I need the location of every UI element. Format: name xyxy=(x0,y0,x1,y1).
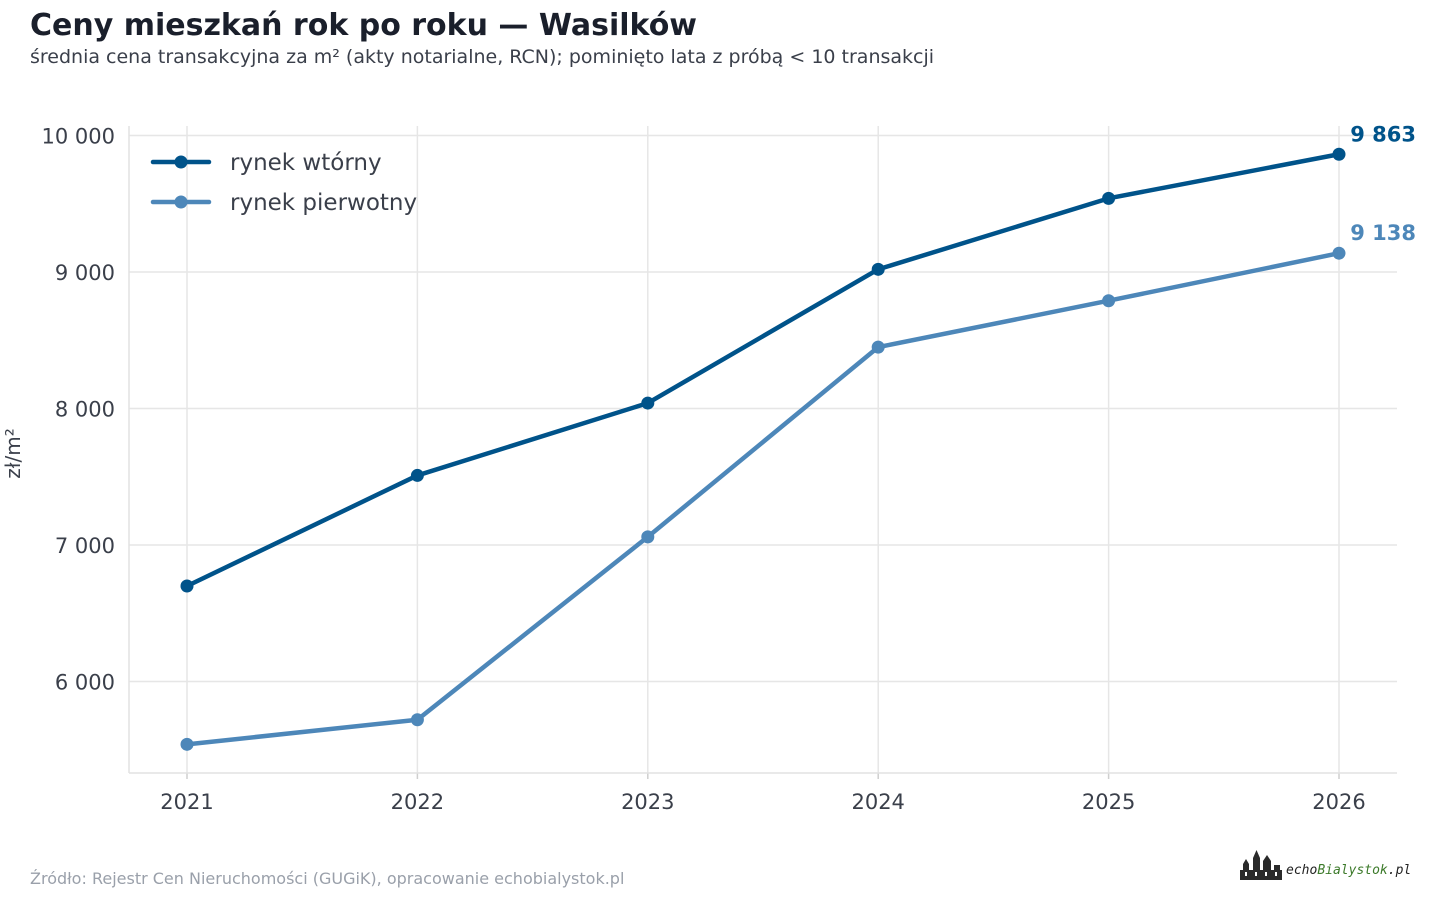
source-note: Źródło: Rejestr Cen Nieruchomości (GUGiK… xyxy=(30,869,625,888)
legend-label: rynek wtórny xyxy=(230,150,382,176)
end-value-label: 9 138 xyxy=(1350,221,1416,245)
legend-label: rynek pierwotny xyxy=(230,190,417,216)
chart-subtitle: średnia cena transakcyjna za m² (akty no… xyxy=(30,46,935,68)
y-tick-label: 6 000 xyxy=(55,671,115,695)
x-tick-label: 2025 xyxy=(1082,790,1135,814)
data-point xyxy=(1102,191,1116,205)
x-tick-label: 2024 xyxy=(851,790,904,814)
y-tick-label: 8 000 xyxy=(55,398,115,422)
y-axis-title: zł/m² xyxy=(1,428,25,478)
data-point xyxy=(1102,294,1116,308)
series-line-0 xyxy=(184,152,1342,589)
x-tick-label: 2021 xyxy=(160,790,213,814)
x-tick-label: 2023 xyxy=(621,790,674,814)
legend-swatch-marker xyxy=(174,155,188,169)
echobialystok-logo: echoBialystok.pl xyxy=(1238,848,1411,882)
data-point xyxy=(871,262,885,276)
data-point xyxy=(641,530,655,544)
data-point xyxy=(871,340,885,354)
data-point xyxy=(1332,246,1346,260)
series-line-1 xyxy=(184,250,1342,747)
y-tick-label: 10 000 xyxy=(42,125,115,149)
y-tick-label: 7 000 xyxy=(55,534,115,558)
city-skyline-icon xyxy=(1240,850,1282,880)
data-point xyxy=(1332,147,1346,161)
data-point xyxy=(410,713,424,727)
x-tick-label: 2026 xyxy=(1312,790,1365,814)
data-point xyxy=(410,468,424,482)
data-point xyxy=(180,737,194,751)
legend-swatch-marker xyxy=(174,195,188,209)
y-tick-label: 9 000 xyxy=(55,261,115,285)
logo-text: echoBialystok.pl xyxy=(1286,863,1412,878)
data-point xyxy=(641,396,655,410)
data-point xyxy=(180,579,194,593)
x-tick-label: 2022 xyxy=(391,790,444,814)
end-value-label: 9 863 xyxy=(1350,122,1416,146)
chart-title: Ceny mieszkań rok po roku — Wasilków xyxy=(30,8,698,43)
